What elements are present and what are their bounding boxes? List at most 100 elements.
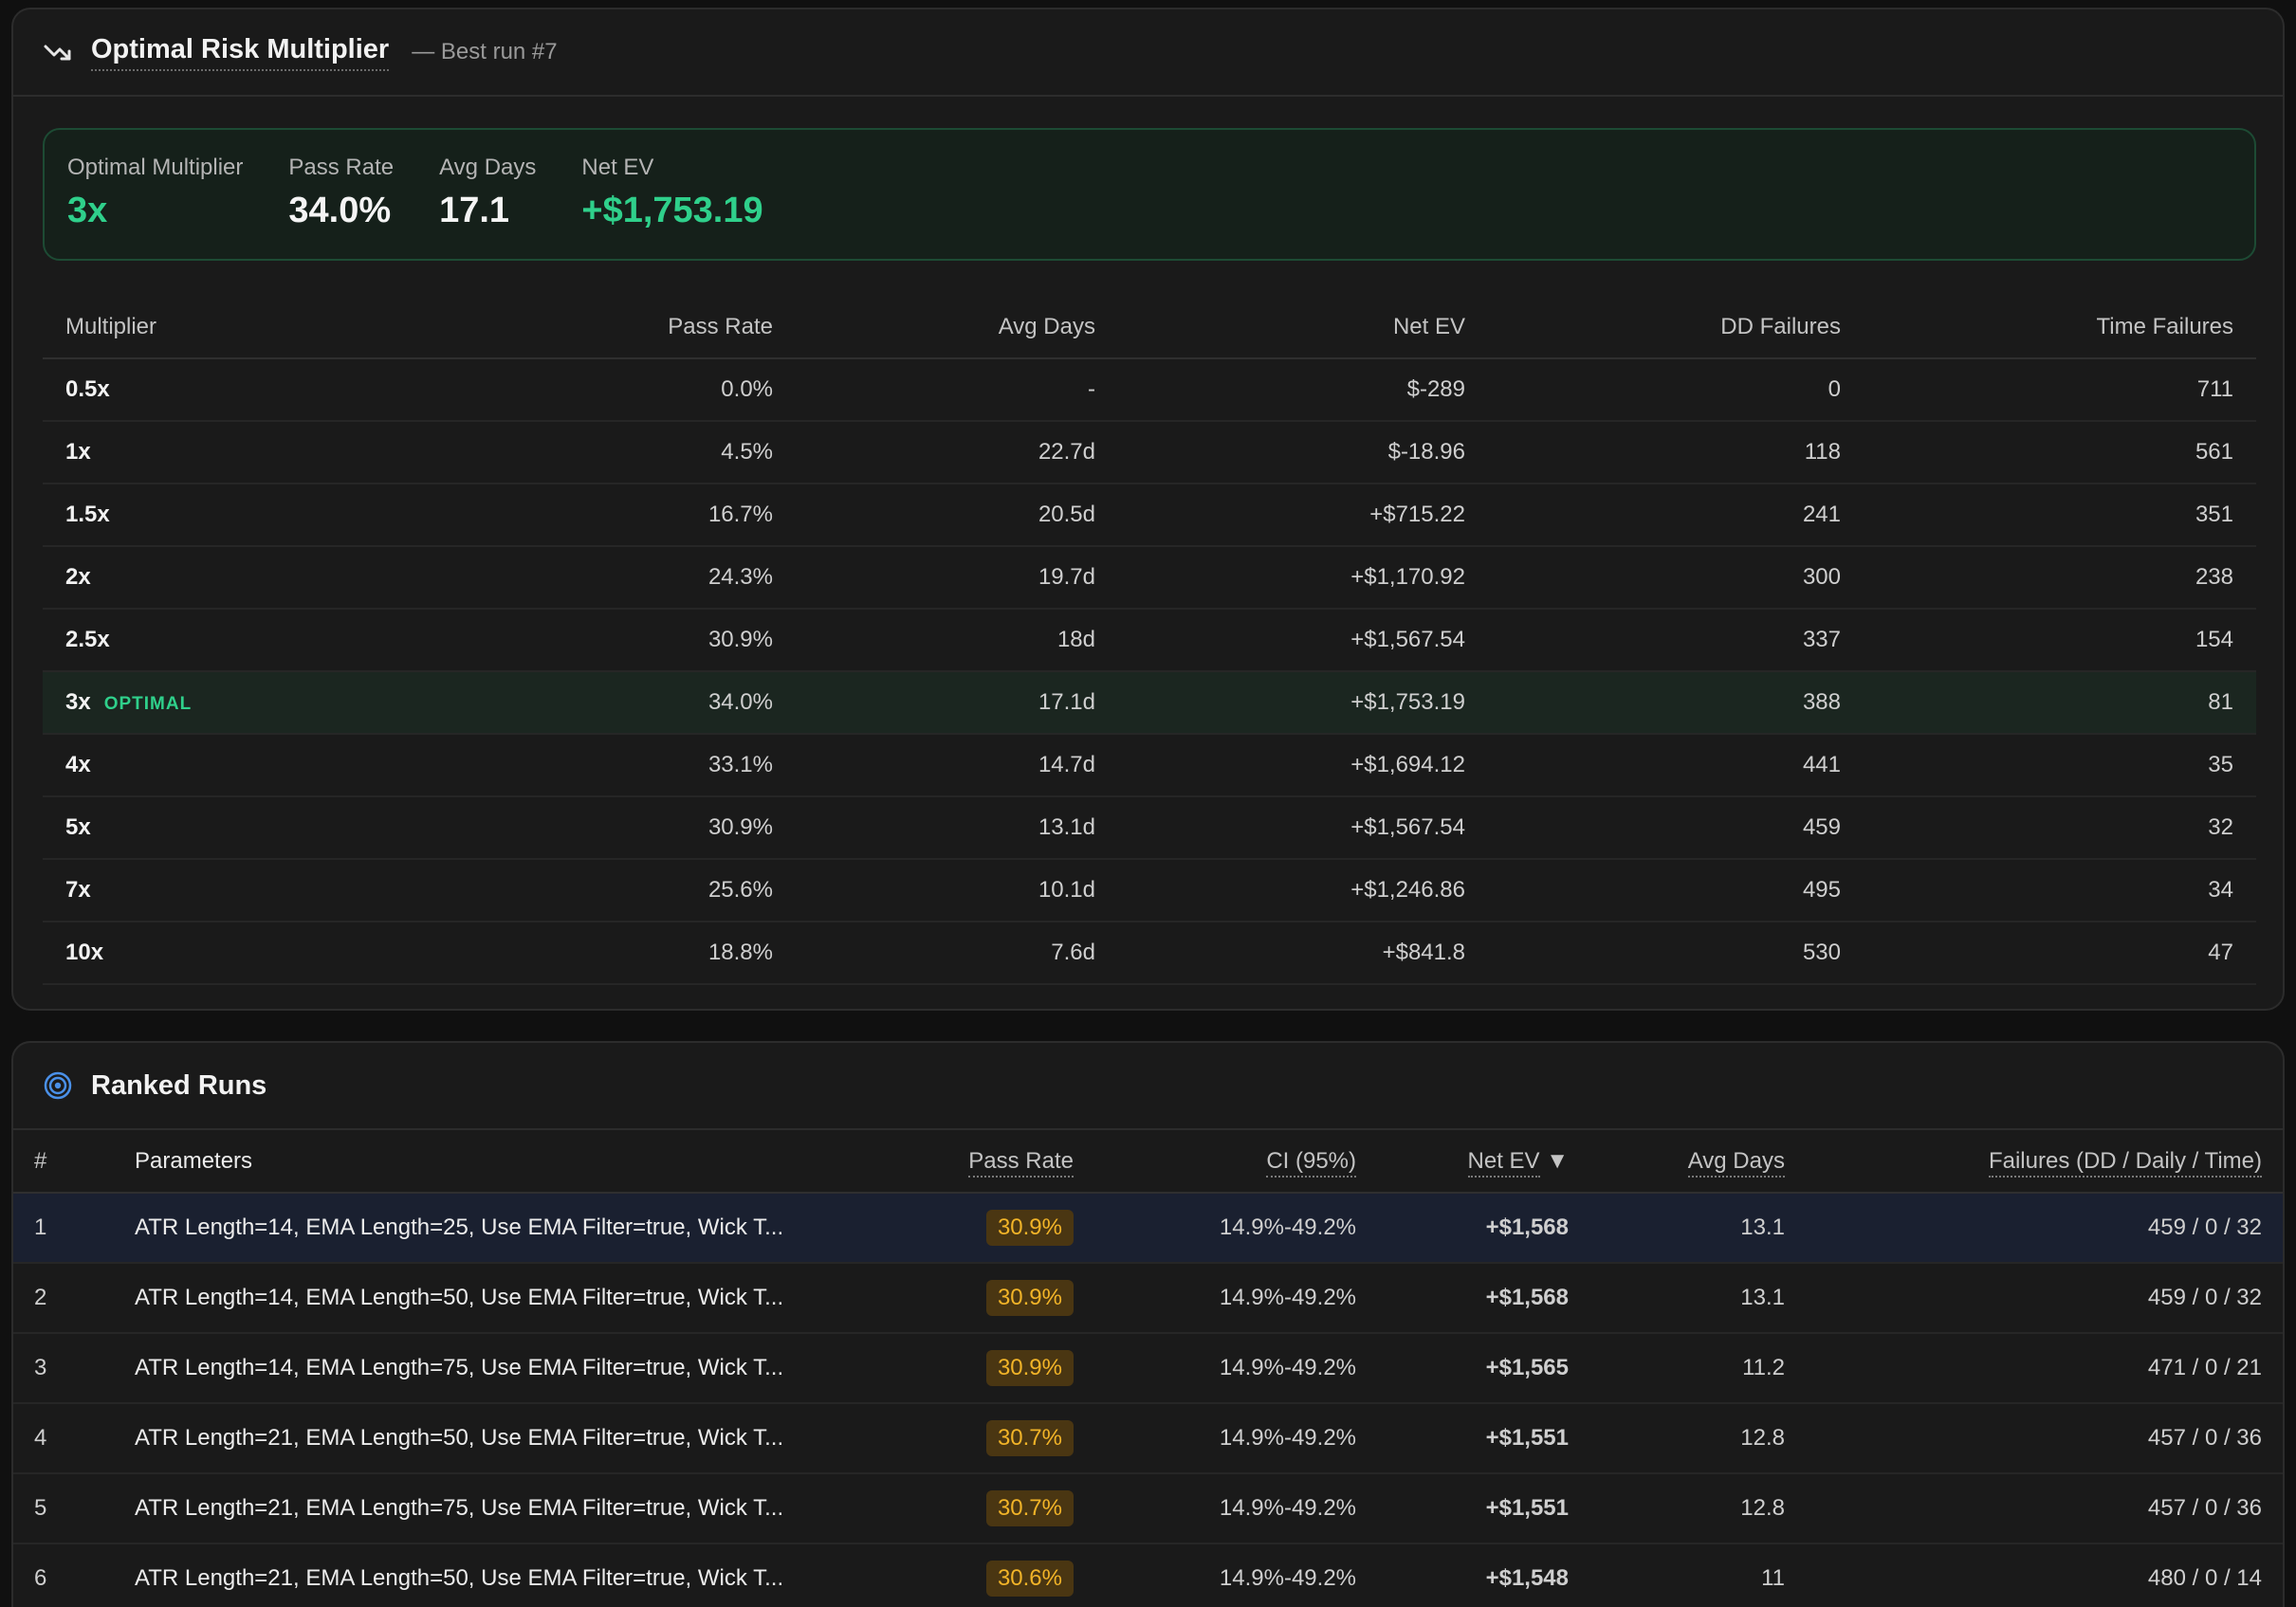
multiplier-value: 7x	[65, 877, 91, 903]
avg-days-cell: 20.5d	[773, 484, 1095, 547]
time-failures-cell: 238	[1841, 546, 2256, 610]
ci-cell: 14.9%-49.2%	[1074, 1543, 1356, 1607]
multiplier-value: 1.5x	[65, 502, 110, 527]
rank-cell: 1	[13, 1193, 135, 1264]
net-ev-cell: +$1,694.12	[1095, 734, 1465, 797]
optimal-multiplier-value: 3x	[67, 191, 108, 230]
col-net-ev[interactable]: Net EV ▼	[1356, 1130, 1569, 1194]
multiplier-row: 2x 24.3% 19.7d +$1,170.92 300 238	[43, 546, 2256, 610]
col-ci[interactable]: CI (95%)	[1074, 1130, 1356, 1194]
pass-rate-cell: 4.5%	[488, 421, 773, 484]
pass-rate-cell: 30.9%	[960, 1263, 1074, 1334]
col-pass-rate: Pass Rate	[488, 296, 773, 359]
pass-rate-cell: 30.6%	[960, 1543, 1074, 1607]
avg-days-cell: 13.1	[1569, 1263, 1785, 1334]
col-pass-rate[interactable]: Pass Rate	[960, 1130, 1074, 1194]
time-failures-cell: 81	[1841, 671, 2256, 735]
multiplier-row: 3x OPTIMAL 34.0% 17.1d +$1,753.19 388 81	[43, 671, 2256, 735]
sort-avg-days[interactable]: Avg Days	[1687, 1147, 1785, 1178]
table-row[interactable]: 3 ATR Length=14, EMA Length=75, Use EMA F…	[13, 1333, 2283, 1404]
rank-cell: 2	[13, 1263, 135, 1334]
net-ev-cell: $-18.96	[1095, 421, 1465, 484]
ranked-runs-panel: Ranked Runs # Parameters Pass Rate CI (9…	[11, 1041, 2285, 1607]
table-header-row: Multiplier Pass Rate Avg Days Net EV DD …	[43, 296, 2256, 359]
dd-failures-cell: 118	[1465, 421, 1841, 484]
sort-desc-icon[interactable]: ▼	[1546, 1147, 1569, 1174]
avg-days-value: 17.1	[439, 191, 510, 230]
sort-net-ev[interactable]: Net EV	[1467, 1147, 1540, 1178]
avg-days-cell: 10.1d	[773, 859, 1095, 922]
sort-pass-rate[interactable]: Pass Rate	[968, 1147, 1074, 1178]
pass-rate-stat: Pass Rate 34.0%	[288, 155, 394, 259]
ci-cell: 14.9%-49.2%	[1074, 1333, 1356, 1404]
time-failures-cell: 47	[1841, 922, 2256, 985]
multiplier-row: 7x 25.6% 10.1d +$1,246.86 495 34	[43, 859, 2256, 922]
net-ev-cell: +$1,565	[1356, 1333, 1569, 1404]
time-failures-cell: 32	[1841, 796, 2256, 860]
net-ev-cell: +$1,170.92	[1095, 546, 1465, 610]
risk-panel-header: Optimal Risk Multiplier — Best run #7	[13, 9, 2283, 97]
avg-days-cell: 12.8	[1569, 1403, 1785, 1474]
multiplier-row: 4x 33.1% 14.7d +$1,694.12 441 35	[43, 734, 2256, 797]
avg-days-cell: 12.8	[1569, 1473, 1785, 1544]
avg-days-cell: 17.1d	[773, 671, 1095, 735]
sort-failures[interactable]: Failures (DD / Daily / Time)	[1988, 1147, 2262, 1178]
pass-rate-pill: 30.7%	[985, 1490, 1074, 1526]
pass-rate-cell: 30.7%	[960, 1473, 1074, 1544]
pass-rate-cell: 18.8%	[488, 922, 773, 985]
pass-rate-cell: 0.0%	[488, 358, 773, 422]
avg-days-cell: 22.7d	[773, 421, 1095, 484]
net-ev-cell: +$1,568	[1356, 1193, 1569, 1264]
multiplier-cell: 2.5x	[43, 609, 488, 672]
table-row[interactable]: 6 ATR Length=21, EMA Length=50, Use EMA F…	[13, 1543, 2283, 1607]
multiplier-row: 5x 30.9% 13.1d +$1,567.54 459 32	[43, 796, 2256, 860]
avg-days-stat: Avg Days 17.1	[439, 155, 536, 259]
net-ev-cell: +$1,548	[1356, 1543, 1569, 1607]
risk-multiplier-panel: Optimal Risk Multiplier — Best run #7 Op…	[11, 8, 2285, 1011]
best-run-subtitle: — Best run #7	[412, 39, 558, 64]
net-ev-cell: +$1,753.19	[1095, 671, 1465, 735]
multiplier-value: 3x	[65, 689, 91, 715]
parameters-cell: ATR Length=21, EMA Length=50, Use EMA Fi…	[135, 1403, 960, 1474]
target-icon	[42, 1069, 74, 1102]
net-ev-value: +$1,753.19	[581, 191, 763, 230]
stat-label: Net EV	[581, 155, 654, 180]
table-row[interactable]: 1 ATR Length=14, EMA Length=25, Use EMA F…	[13, 1193, 2283, 1264]
net-ev-stat: Net EV +$1,753.19	[581, 155, 762, 259]
time-failures-cell: 711	[1841, 358, 2256, 422]
col-avg-days[interactable]: Avg Days	[1569, 1130, 1785, 1194]
multiplier-value: 5x	[65, 814, 91, 840]
table-row[interactable]: 2 ATR Length=14, EMA Length=50, Use EMA F…	[13, 1263, 2283, 1334]
multiplier-value: 2.5x	[65, 627, 110, 652]
stat-label: Pass Rate	[288, 155, 395, 180]
multiplier-row: 0.5x 0.0% - $-289 0 711	[43, 358, 2256, 422]
failures-cell: 471 / 0 / 21	[1785, 1333, 2283, 1404]
multiplier-cell: 0.5x	[43, 358, 488, 422]
dd-failures-cell: 530	[1465, 922, 1841, 985]
multiplier-cell: 10x	[43, 922, 488, 985]
avg-days-cell: 18d	[773, 609, 1095, 672]
multiplier-value: 0.5x	[65, 376, 110, 402]
dd-failures-cell: 241	[1465, 484, 1841, 547]
pass-rate-cell: 30.7%	[960, 1403, 1074, 1474]
table-row[interactable]: 5 ATR Length=21, EMA Length=75, Use EMA F…	[13, 1473, 2283, 1544]
pass-rate-cell: 34.0%	[488, 671, 773, 735]
risk-panel-title[interactable]: Optimal Risk Multiplier	[91, 34, 390, 71]
sort-ci[interactable]: CI (95%)	[1266, 1147, 1356, 1178]
multiplier-value: 10x	[65, 940, 104, 965]
failures-cell: 459 / 0 / 32	[1785, 1263, 2283, 1334]
table-row[interactable]: 4 ATR Length=21, EMA Length=50, Use EMA F…	[13, 1403, 2283, 1474]
col-failures[interactable]: Failures (DD / Daily / Time)	[1785, 1130, 2283, 1194]
col-parameters: Parameters	[135, 1130, 960, 1194]
multiplier-cell: 3x OPTIMAL	[43, 671, 488, 735]
rank-cell: 5	[13, 1473, 135, 1544]
pass-rate-pill: 30.7%	[985, 1420, 1074, 1456]
runs-panel-title: Ranked Runs	[91, 1069, 267, 1101]
pass-rate-pill: 30.6%	[985, 1561, 1074, 1597]
net-ev-cell: +$1,551	[1356, 1473, 1569, 1544]
multiplier-row: 2.5x 30.9% 18d +$1,567.54 337 154	[43, 609, 2256, 672]
pass-rate-pill: 30.9%	[985, 1210, 1074, 1246]
net-ev-cell: +$715.22	[1095, 484, 1465, 547]
multiplier-table: Multiplier Pass Rate Avg Days Net EV DD …	[43, 296, 2256, 985]
net-ev-cell: +$841.8	[1095, 922, 1465, 985]
